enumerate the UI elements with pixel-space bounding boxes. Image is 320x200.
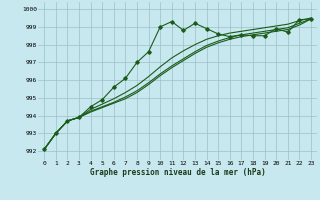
X-axis label: Graphe pression niveau de la mer (hPa): Graphe pression niveau de la mer (hPa) [90, 168, 266, 177]
